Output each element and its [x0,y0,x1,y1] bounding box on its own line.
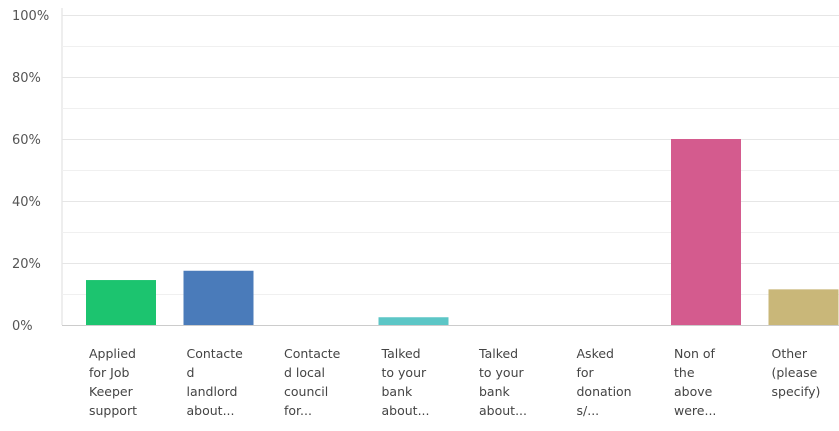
x-tick-label: above [674,384,713,399]
x-tick-label: the [674,365,695,380]
x-tick-label: Talked [381,346,421,361]
x-tick-label: d [187,365,195,380]
x-tick-label: about... [479,403,527,418]
bar [183,270,254,325]
y-tick-label: 40% [12,195,41,210]
x-tick-label: Keeper [89,384,134,399]
x-tick-label: bank [479,384,511,399]
x-tick-label: were... [674,403,716,418]
x-tick-label: to your [382,365,427,380]
bars [86,139,839,325]
x-tick-label: Talked [478,346,518,361]
x-tick-label: council [284,384,328,399]
bar [768,289,839,325]
bar [86,280,156,325]
bar [378,317,449,325]
x-tick-label: about... [187,403,235,418]
x-tick-label: about... [382,403,430,418]
x-tick-label: s/... [577,403,600,418]
x-tick-label: to your [479,365,524,380]
bar [671,139,741,325]
x-axis-labels: Applied for Job Keeper support Contacte d land… [89,346,820,418]
y-tick-label: 80% [12,71,41,86]
x-tick-label: specify) [772,384,821,399]
x-tick-label: Non of [674,346,716,361]
x-tick-label: Applied [89,346,136,361]
x-tick-label: d local [284,365,325,380]
x-tick-label: Contacte [187,346,244,361]
x-tick-label: for Job [89,365,129,380]
y-tick-label: 100% [12,9,49,24]
y-tick-label: 20% [12,257,41,272]
x-tick-label: bank [382,384,414,399]
x-tick-label: (please [772,365,818,380]
x-tick-label: Asked [577,346,614,361]
x-tick-label: donation [577,384,632,399]
x-tick-label: for... [284,403,312,418]
x-tick-label: Contacte [284,346,341,361]
y-axis-ticks: 100% 80% 60% 40% 20% 0% [12,9,49,334]
y-tick-label: 60% [12,133,41,148]
x-tick-label: for [577,365,595,380]
x-tick-label: Other [772,346,808,361]
y-tick-label: 0% [12,319,33,334]
x-tick-label: landlord [187,384,238,399]
x-tick-label: support [89,403,137,418]
